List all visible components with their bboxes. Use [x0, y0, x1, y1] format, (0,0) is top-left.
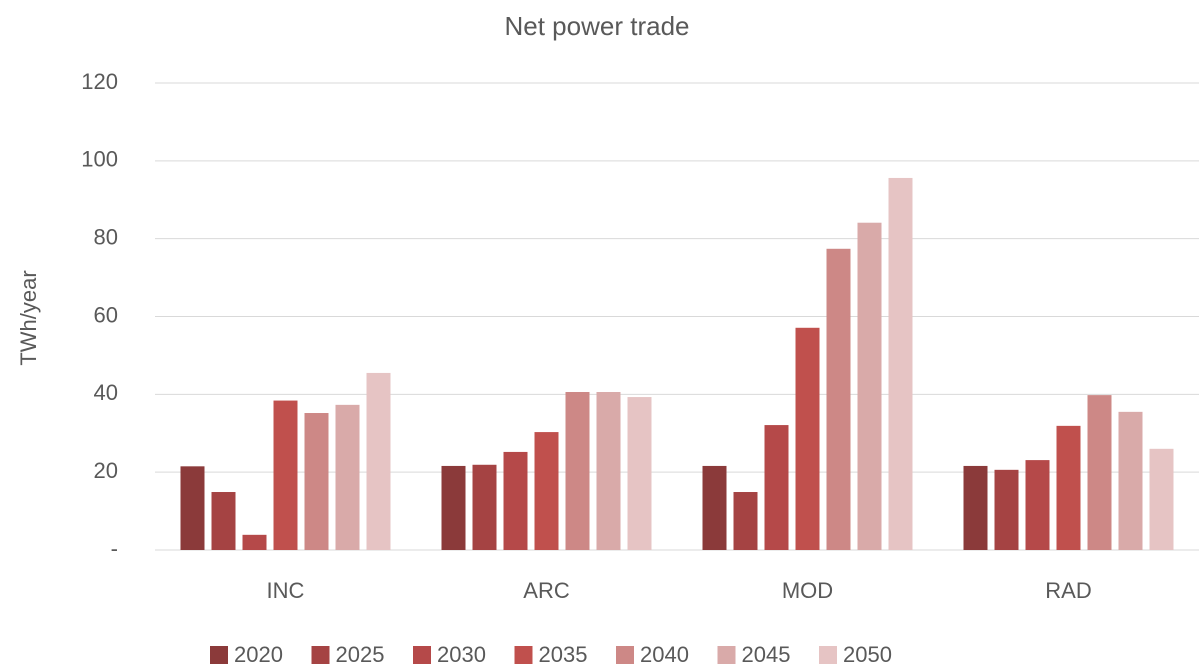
x-tick-label: ARC	[523, 578, 570, 603]
legend-swatch	[717, 646, 736, 664]
bar	[795, 327, 820, 550]
legend-label: 2030	[437, 642, 486, 667]
legend-swatch	[819, 646, 837, 664]
bar	[994, 469, 1019, 550]
x-tick-label: MOD	[782, 578, 833, 603]
y-tick-label: 80	[94, 224, 118, 249]
bar	[366, 372, 391, 550]
bar	[304, 413, 329, 550]
legend-label: 2045	[742, 642, 791, 667]
y-tick-label: 40	[94, 380, 118, 405]
legend-label: 2020	[234, 642, 283, 667]
x-tick-label: INC	[267, 578, 305, 603]
legend-label: 2040	[640, 642, 689, 667]
y-tick-label: 20	[94, 458, 118, 483]
bar	[857, 222, 882, 551]
bar	[627, 397, 652, 550]
bar	[702, 465, 727, 550]
legend-label: 2035	[539, 642, 588, 667]
bar	[764, 425, 789, 550]
y-tick-label: 60	[94, 302, 118, 327]
bar	[1149, 448, 1174, 550]
bar	[180, 466, 205, 550]
bar	[888, 177, 913, 550]
bar	[733, 492, 758, 550]
bar	[503, 451, 528, 550]
x-tick-label: RAD	[1045, 578, 1091, 603]
bar	[596, 391, 621, 550]
legend-label: 2025	[336, 642, 385, 667]
bar	[534, 432, 559, 550]
y-tick-label: 120	[81, 69, 118, 94]
bar	[1118, 411, 1143, 550]
legend-swatch	[616, 646, 634, 664]
y-tick-label: -	[111, 536, 118, 561]
bar	[441, 465, 466, 550]
legend-swatch	[514, 646, 533, 664]
bar	[1056, 425, 1081, 550]
legend-swatch	[311, 646, 330, 664]
bar	[1025, 460, 1050, 550]
bar	[1087, 395, 1112, 550]
bar	[565, 391, 590, 550]
bar	[242, 534, 267, 550]
legend-label: 2050	[843, 642, 892, 667]
chart-title: Net power trade	[505, 11, 690, 41]
legend-swatch	[210, 646, 228, 664]
y-axis-label: TWh/year	[16, 270, 41, 365]
bar	[211, 492, 236, 550]
bar	[273, 400, 298, 550]
bar	[335, 404, 360, 550]
bar	[963, 465, 988, 550]
bar	[826, 248, 851, 550]
y-tick-label: 100	[81, 147, 118, 172]
legend-swatch	[413, 646, 431, 664]
bar	[472, 464, 497, 550]
